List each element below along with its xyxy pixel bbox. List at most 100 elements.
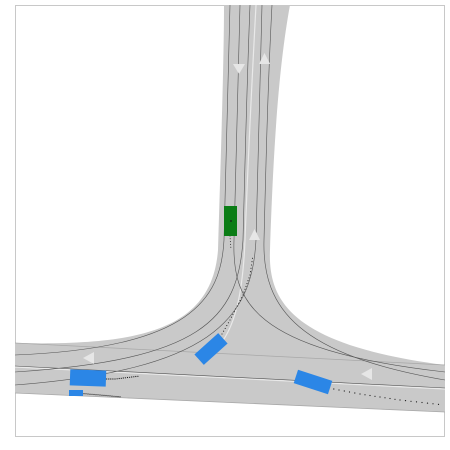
trajectory-dot [226,325,228,327]
trajectory-dot [251,257,254,259]
trajectory-dot [415,401,418,403]
trajectory-dot [126,376,129,379]
trajectory-dot [229,241,231,243]
trajectory-dot [109,395,111,397]
trajectory-dot [426,402,429,404]
trajectory-dot [239,300,241,302]
trajectory-dot [91,393,93,395]
trajectory-dot [107,395,109,397]
trajectory-dot [354,392,356,394]
vehicle-right-approaching [293,369,333,395]
lane-path [14,365,446,389]
lane-path [14,4,251,373]
trajectory-dot [379,396,381,398]
trajectory-dot [87,393,89,395]
trajectory-dot [249,274,251,276]
vertical-road [15,5,445,380]
trajectory-dot [221,333,223,335]
trajectory-dot [333,388,335,390]
trajectory-dot [99,394,101,396]
trajectory-dot [399,399,401,401]
vehicle-left-lower [69,390,83,396]
trajectory-dot [85,393,87,395]
lane-path [14,4,231,356]
trajectory-dot [244,288,246,290]
trajectory-dot [246,283,248,285]
trajectory-dot [106,378,108,380]
trajectory-dot [122,377,124,379]
vehicles [69,206,333,396]
trajectory-dot [83,393,85,395]
trajectory-dot [229,319,231,321]
trajectory-dot [338,389,340,391]
trajectory-dot [131,376,133,378]
down-arrow-icon [233,64,245,74]
trajectory-dot [120,377,122,379]
trajectory-dot [95,394,97,396]
trajectory-dot [101,394,103,396]
trajectory-dot [89,393,91,395]
trajectory-dot [374,395,376,397]
trajectory-dot [133,376,135,378]
trajectory-dot [248,277,250,279]
vehicle-center-marker [230,220,232,222]
trajectory-dot [241,297,243,299]
trajectory-dot [118,377,120,380]
trajectory-dot [113,395,115,397]
trajectory-dot [348,391,351,393]
trajectory-dot [236,305,238,307]
trajectory-dot [245,285,247,287]
trajectory-dot [233,311,235,313]
trajectory-dot [410,400,412,402]
trajectory-dot [124,377,126,379]
trajectory-dot [230,243,232,245]
left-arrow-icon [83,352,94,364]
trajectory-dot [421,401,423,404]
trajectory-dot [224,327,226,329]
lane-divider [214,4,257,351]
lane-paths [14,4,446,389]
road-edge [14,392,446,413]
trajectory-dot [243,291,245,293]
trajectory-dot [250,267,252,269]
up-arrow-icon [249,229,260,240]
trajectory-dot [103,394,105,396]
trajectory-dot [249,271,252,273]
lane-path [263,4,446,381]
up-arrow-icon [259,53,270,64]
lane-path [14,4,263,386]
trajectory-dot [230,316,232,318]
trajectory-dot [369,394,371,397]
trajectory-dot [117,396,119,398]
trajectory-dot [114,378,116,380]
trajectory-dot [119,396,121,398]
trajectory-dot [229,238,231,240]
trajectory-dot [105,394,107,397]
trajectory-dot [384,397,386,399]
trajectory-dot [251,261,253,263]
trajectory-dot [116,378,118,380]
trajectory-dot [394,398,396,400]
trajectory-dot [97,394,99,396]
trajectory-dot [223,330,225,332]
trajectory-dot [238,302,240,304]
trajectory-dot [364,394,366,396]
trajectory-dot [137,375,139,377]
trajectory-dot [110,378,112,380]
trajectory-dot [115,395,117,398]
trajectory-dot [247,280,249,282]
trajectory-dot [242,294,244,296]
trajectory-dot [111,395,113,397]
trajectory-dot [108,378,110,380]
trajectory-dot [129,376,131,378]
lane-path [233,4,446,373]
trajectory-dot [112,378,114,380]
trajectory-dot [227,322,229,324]
left-arrow-icon [361,368,372,380]
trajectory-dot [437,403,440,405]
direction-arrows [83,53,372,380]
trajectory-dot [230,246,232,248]
trajectory-dot [135,375,137,378]
